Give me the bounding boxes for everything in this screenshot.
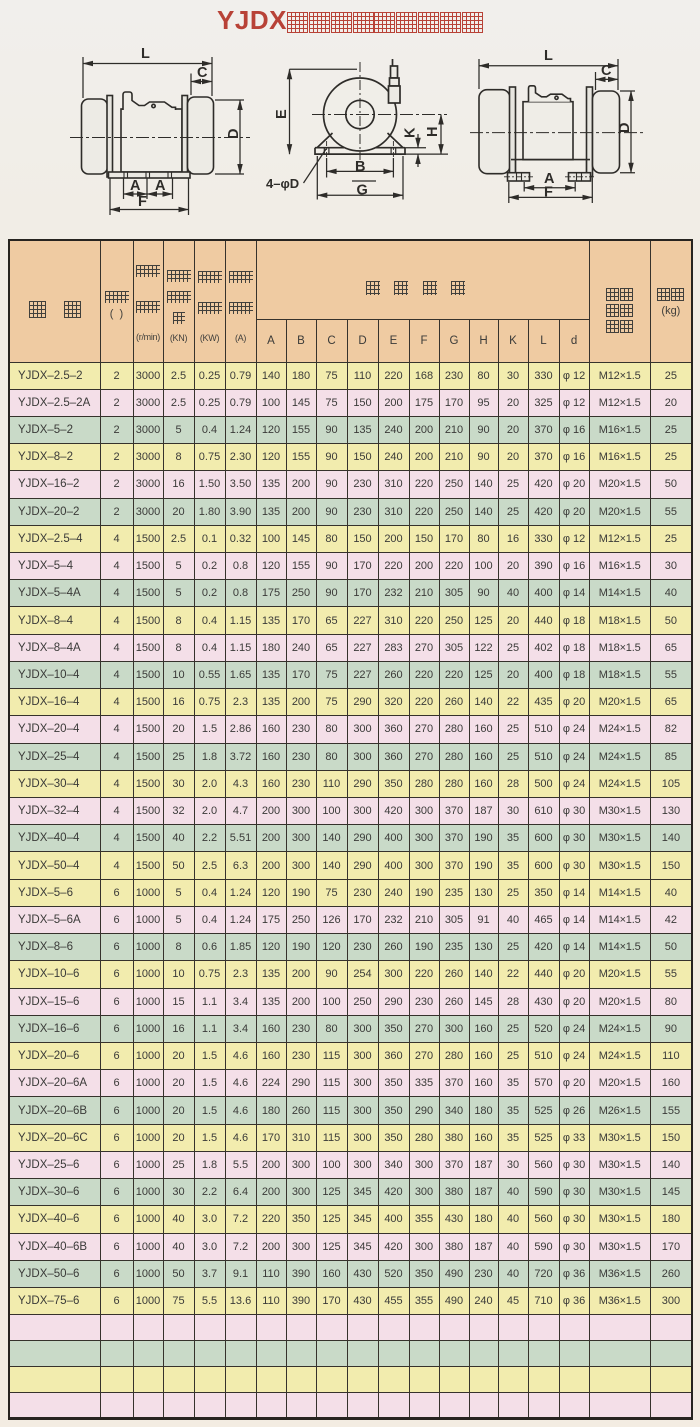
svg-text:K: K bbox=[403, 127, 419, 138]
svg-text:B: B bbox=[355, 159, 365, 175]
svg-text:L: L bbox=[141, 46, 150, 62]
svg-text:G: G bbox=[357, 182, 368, 198]
svg-text:C: C bbox=[197, 65, 208, 81]
svg-text:F: F bbox=[138, 194, 147, 210]
svg-text:F: F bbox=[544, 185, 553, 201]
svg-text:A: A bbox=[544, 171, 555, 187]
svg-text:L: L bbox=[544, 48, 553, 64]
svg-text:D: D bbox=[226, 129, 242, 139]
svg-text:D: D bbox=[617, 123, 633, 133]
svg-text:A: A bbox=[130, 178, 141, 194]
svg-text:4–φD: 4–φD bbox=[266, 176, 299, 191]
svg-text:C: C bbox=[601, 63, 612, 79]
svg-text:E: E bbox=[274, 109, 290, 119]
svg-text:H: H bbox=[425, 127, 441, 137]
svg-text:A: A bbox=[155, 178, 166, 194]
